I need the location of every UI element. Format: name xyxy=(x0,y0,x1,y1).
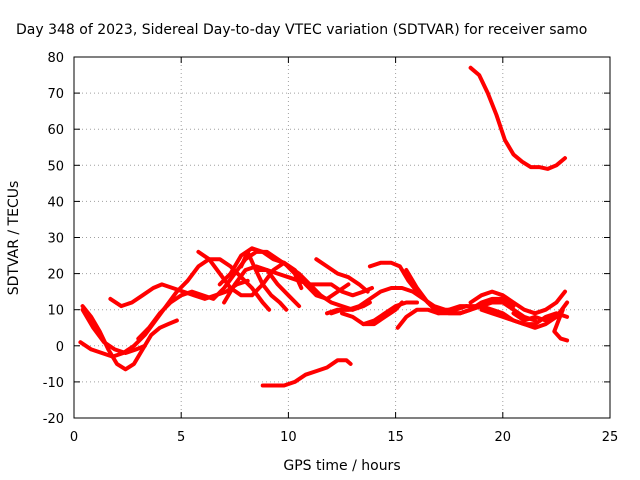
series-arc-11 xyxy=(314,257,370,294)
y-tick-label: 80 xyxy=(47,51,64,66)
series-arc-19 xyxy=(468,289,567,316)
y-tick-label: 10 xyxy=(47,304,64,319)
series-arc-18 xyxy=(395,304,570,330)
x-tick-label: 0 xyxy=(70,430,78,445)
y-tick-label: -20 xyxy=(43,412,64,427)
y-tick-label: -10 xyxy=(43,376,64,391)
y-axis-label: SDTVAR / TECUs xyxy=(6,181,22,296)
x-tick-label: 20 xyxy=(495,430,512,445)
chart-title: Day 348 of 2023, Sidereal Day-to-day VTE… xyxy=(16,22,587,38)
x-tick-label: 5 xyxy=(177,430,185,445)
series-arc-7 xyxy=(217,246,304,290)
series-arc-9 xyxy=(239,249,289,312)
series-arc-3 xyxy=(80,307,147,355)
series-arc-20 xyxy=(479,307,570,343)
grid-lines xyxy=(74,57,610,418)
x-tick-label: 10 xyxy=(280,430,297,445)
x-axis: 0 5 10 15 20 25 xyxy=(70,57,618,445)
series-arc-14 xyxy=(340,300,419,327)
x-tick-label: 15 xyxy=(387,430,404,445)
series-arc-10 xyxy=(254,268,374,298)
series-arc-13 xyxy=(329,300,372,316)
series-arc-23 xyxy=(468,65,567,171)
series-arc-2 xyxy=(80,304,179,372)
series-arc-17 xyxy=(404,268,537,323)
series-arc-16 xyxy=(367,260,516,316)
x-axis-label: GPS time / hours xyxy=(283,458,400,474)
y-tick-label: 30 xyxy=(47,232,64,247)
series-arc-22 xyxy=(260,358,353,388)
y-tick-label: 20 xyxy=(47,268,64,283)
y-tick-label: 40 xyxy=(47,195,64,210)
y-tick-label: 60 xyxy=(47,123,64,138)
x-tick-label: 25 xyxy=(602,430,619,445)
series-arc-21 xyxy=(511,300,570,323)
y-tick-label: 0 xyxy=(56,340,64,355)
y-tick-label: 70 xyxy=(47,87,64,102)
y-tick-label: 50 xyxy=(47,159,64,174)
y-axis: -20 -10 0 10 20 30 40 50 60 70 80 xyxy=(43,51,610,427)
series-arc-4 xyxy=(108,278,250,309)
series-layer xyxy=(78,65,570,388)
series-arc-15 xyxy=(361,300,404,327)
